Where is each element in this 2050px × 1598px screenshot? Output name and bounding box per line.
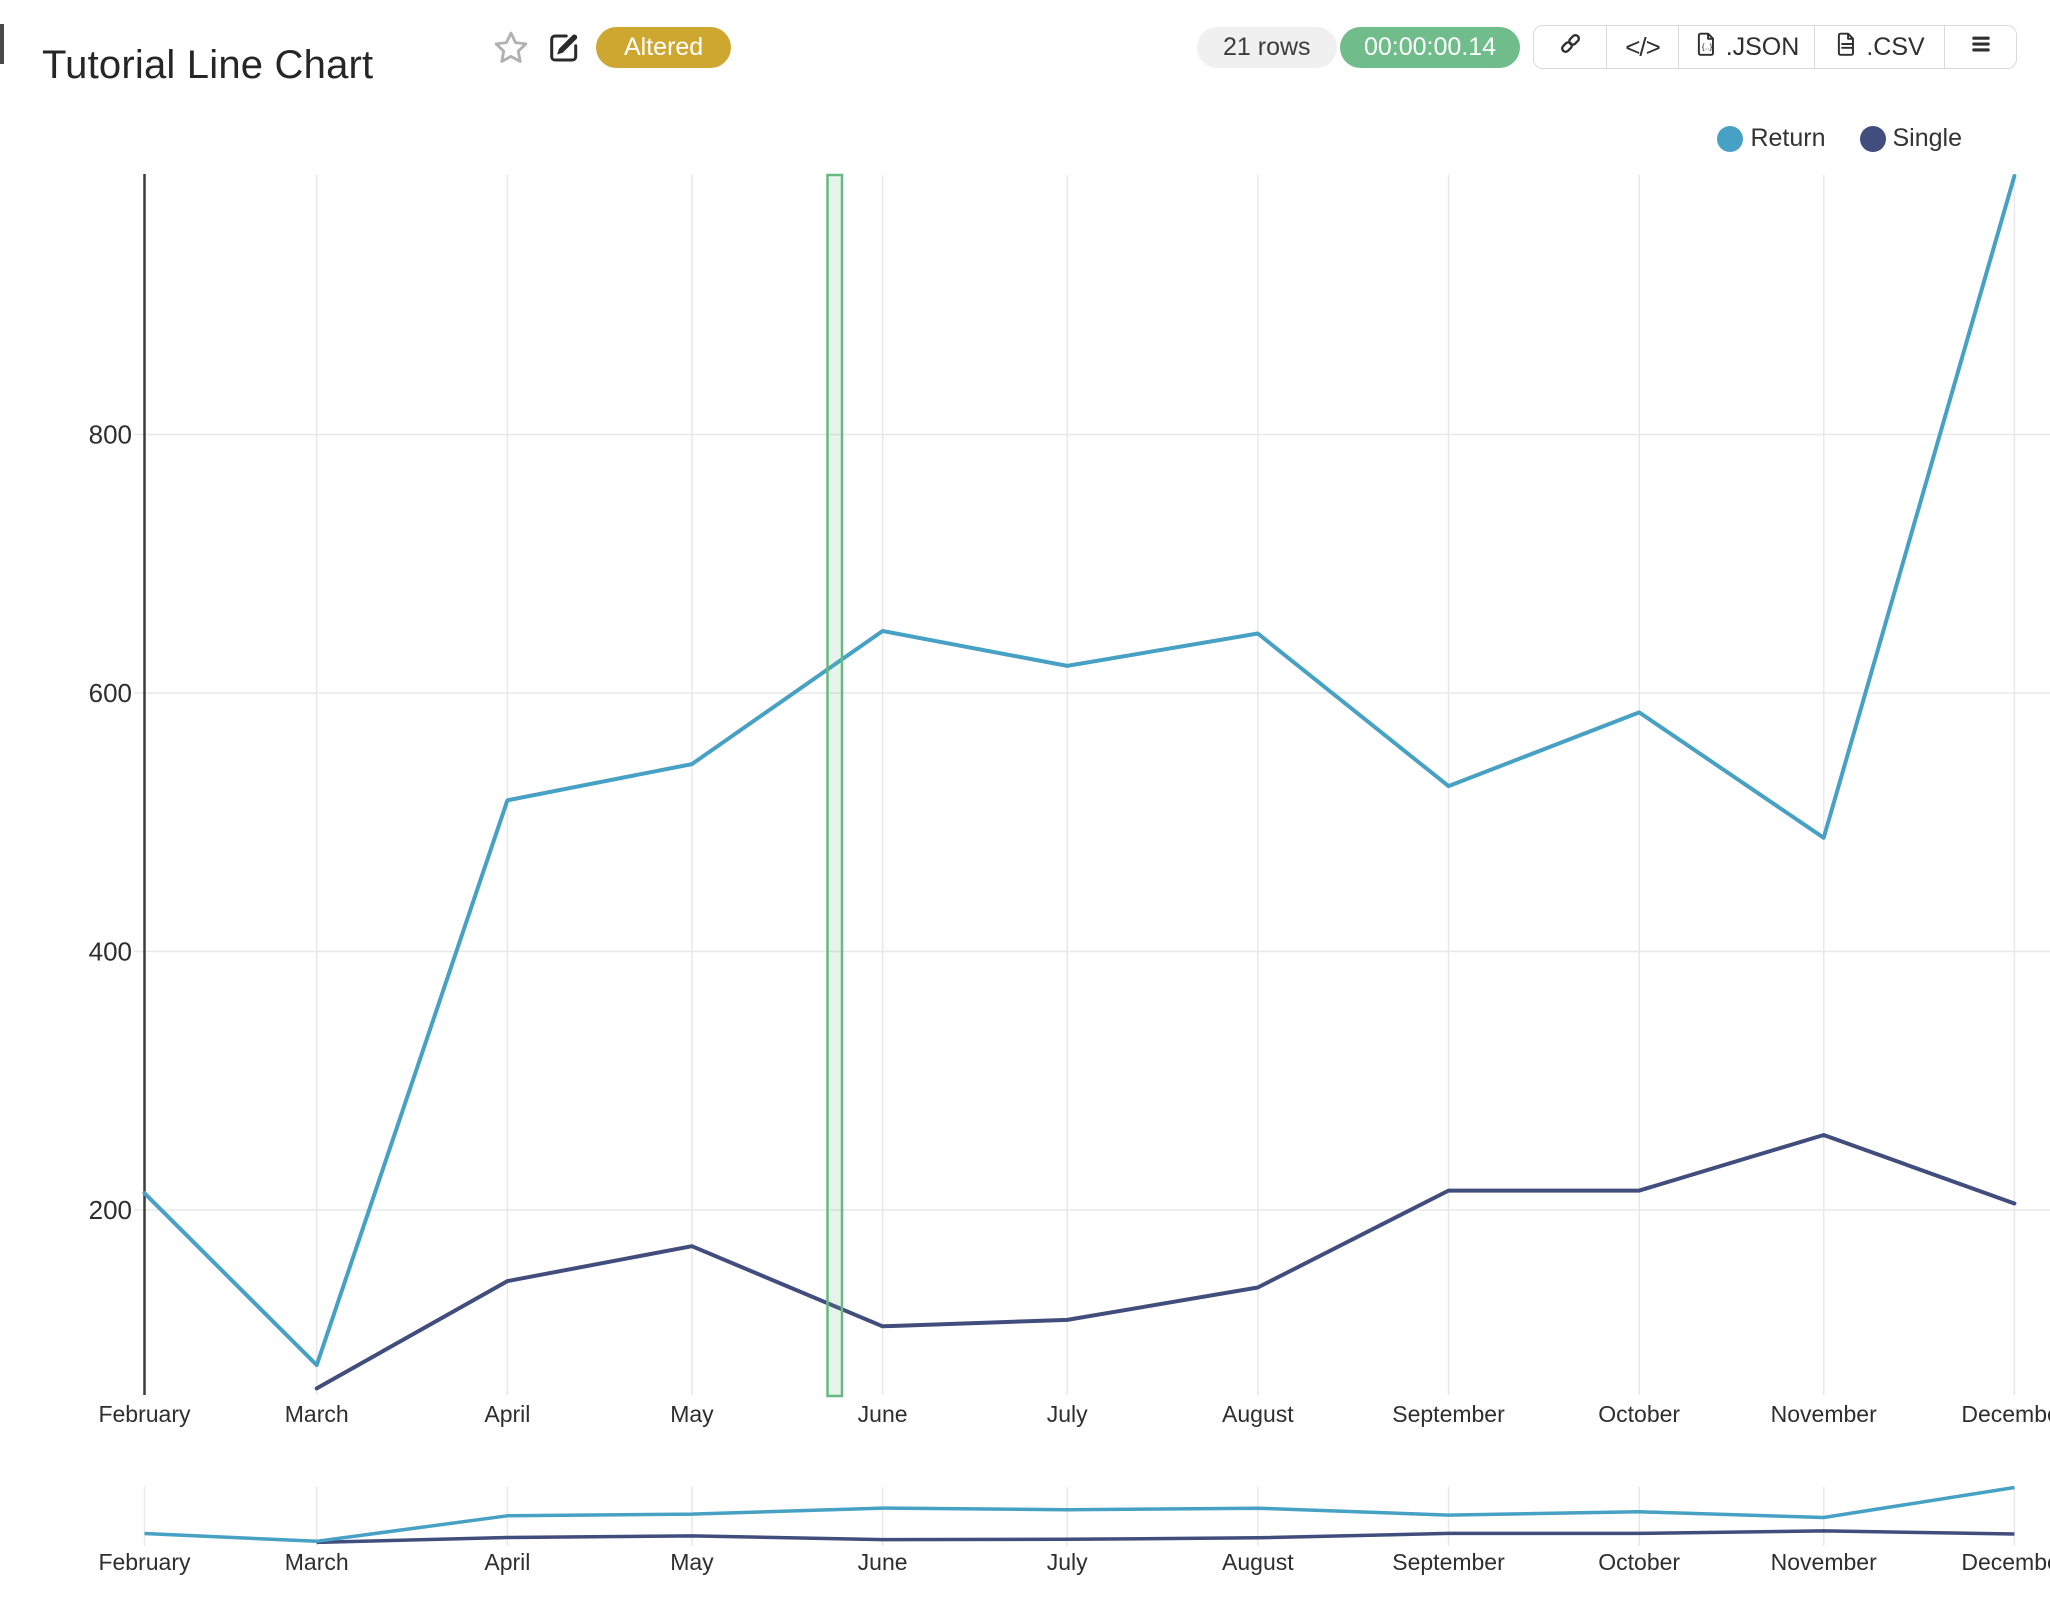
legend-item-single[interactable]: Single	[1859, 124, 1963, 153]
svg-text:April: April	[484, 1401, 530, 1427]
favorite-star-button[interactable]	[492, 30, 530, 68]
star-icon	[492, 29, 530, 70]
return-series-label: Return	[1750, 124, 1826, 152]
export-csv-button[interactable]: .CSV	[1814, 26, 1944, 68]
main-grid	[134, 175, 2050, 1395]
svg-text:August: August	[1222, 1401, 1294, 1427]
single-line-series	[314, 1133, 2017, 1391]
chart-legend: Return Single	[1717, 124, 1962, 153]
query-timer-badge: 00:00:00.14	[1340, 27, 1521, 68]
edit-pencil-icon	[546, 30, 582, 69]
json-export-label: .JSON	[1725, 32, 1800, 61]
svg-text:December: December	[1961, 1549, 2050, 1575]
svg-text:November: November	[1771, 1401, 1877, 1427]
svg-text:June: June	[858, 1401, 908, 1427]
svg-text:August: August	[1222, 1549, 1294, 1575]
return-line-mini	[144, 1485, 2015, 1544]
x-axis-labels: February March April May June July August Septe…	[98, 1401, 2050, 1427]
copy-link-button[interactable]	[1534, 26, 1606, 68]
return-line-series	[142, 174, 2017, 1368]
svg-text:November: November	[1771, 1549, 1877, 1575]
svg-text:July: July	[1047, 1549, 1088, 1575]
svg-text:September: September	[1392, 1549, 1505, 1575]
export-json-button[interactable]: {..} .JSON	[1678, 26, 1814, 68]
legend-item-return[interactable]: Return	[1717, 124, 1826, 153]
hamburger-menu-icon	[1968, 31, 1994, 64]
show-code-button[interactable]: </>	[1606, 26, 1678, 68]
svg-text:September: September	[1392, 1401, 1505, 1427]
row-count-badge: 21 rows	[1197, 27, 1337, 68]
svg-text:May: May	[670, 1549, 714, 1575]
export-toolbar: </> {..} .JSON .CSV	[1533, 25, 2017, 69]
single-series-dot	[1859, 125, 1886, 152]
code-icon: </>	[1625, 31, 1661, 62]
svg-text:February: February	[98, 1549, 191, 1575]
svg-text:600: 600	[89, 678, 132, 708]
json-file-icon: {..}	[1694, 31, 1720, 64]
svg-text:February: February	[98, 1401, 191, 1427]
more-menu-button[interactable]	[1944, 26, 2016, 68]
svg-text:October: October	[1598, 1549, 1680, 1575]
svg-text:200: 200	[89, 1195, 132, 1225]
svg-text:800: 800	[89, 420, 132, 450]
edit-chart-button[interactable]	[546, 31, 582, 67]
svg-text:March: March	[285, 1549, 349, 1575]
altered-status-badge: Altered	[596, 27, 732, 68]
selection-highlight-band[interactable]	[826, 173, 844, 1398]
single-series-label: Single	[1892, 124, 1963, 152]
clipped-edge-element	[0, 24, 4, 64]
link-icon	[1557, 30, 1584, 64]
svg-text:October: October	[1598, 1401, 1680, 1427]
svg-text:December: December	[1961, 1401, 2050, 1427]
csv-export-label: .CSV	[1866, 32, 1925, 61]
zoom-navigator[interactable]: February March April May June July August Septe…	[98, 1485, 2050, 1575]
page-title: Tutorial Line Chart	[42, 42, 374, 87]
svg-text:June: June	[858, 1549, 908, 1575]
svg-text:April: April	[484, 1549, 530, 1575]
svg-text:March: March	[285, 1401, 349, 1427]
return-series-dot	[1717, 125, 1744, 152]
svg-text:May: May	[670, 1401, 714, 1427]
svg-text:{..}: {..}	[1701, 41, 1712, 51]
single-line-mini	[316, 1529, 2015, 1545]
svg-text:400: 400	[89, 937, 132, 967]
csv-file-icon	[1834, 31, 1860, 64]
y-axis-labels: 200 400 600 800	[89, 420, 132, 1226]
svg-text:July: July	[1047, 1401, 1088, 1427]
